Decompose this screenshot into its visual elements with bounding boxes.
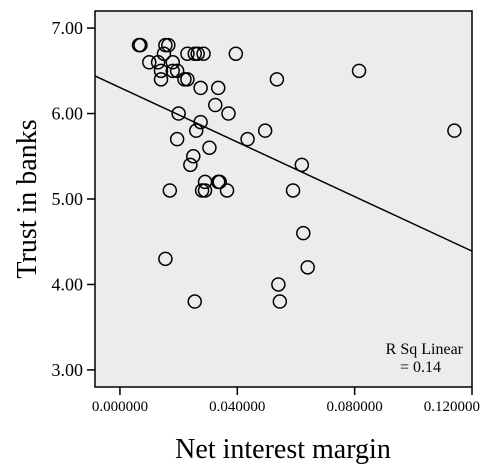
y-tick-label: 4.00	[52, 274, 84, 294]
data-point	[285, 183, 301, 198]
data-point	[165, 55, 180, 70]
data-point	[158, 251, 173, 267]
data-point	[196, 46, 211, 61]
data-point	[351, 63, 367, 79]
data-point	[188, 123, 204, 138]
data-point	[180, 72, 195, 87]
data-point	[300, 260, 315, 275]
data-point	[133, 37, 148, 53]
data-point	[153, 72, 169, 87]
data-point	[161, 37, 176, 53]
data-point	[153, 63, 169, 79]
data-point	[208, 97, 223, 113]
data-point	[190, 46, 205, 61]
x-axis: 0.000000 0.040000 0.080000 0.120000	[92, 387, 480, 415]
y-tick-label: 5.00	[52, 189, 84, 209]
data-point	[447, 123, 462, 138]
y-tick-label: 3.00	[52, 360, 84, 380]
data-point	[142, 55, 157, 70]
data-point	[221, 106, 236, 121]
r-squared-label: R Sq Linear	[386, 341, 464, 358]
data-point	[240, 131, 255, 147]
data-point	[219, 183, 235, 198]
y-axis: 3.00 4.00 5.00 6.00 7.00	[52, 18, 95, 380]
data-point	[169, 63, 185, 79]
x-tick-label: 0.000000	[92, 399, 148, 415]
x-tick-label: 0.040000	[209, 399, 265, 415]
y-axis-title: Trust in banks	[12, 119, 43, 278]
data-point	[269, 72, 285, 87]
data-point	[210, 80, 226, 96]
data-point	[197, 183, 213, 198]
data-point	[186, 149, 201, 164]
plot-area	[94, 10, 473, 388]
data-point	[187, 294, 203, 309]
fit-line	[94, 75, 473, 252]
x-axis-title: Net interest margin	[175, 434, 391, 465]
r-squared-value: = 0.14	[400, 359, 441, 376]
data-point	[180, 46, 195, 61]
data-point	[202, 140, 217, 155]
data-point	[150, 55, 166, 70]
data-point	[183, 157, 198, 173]
data-point	[296, 225, 311, 241]
data-point	[165, 63, 180, 79]
data-point	[257, 123, 273, 138]
data-point	[193, 80, 208, 96]
data-point	[169, 131, 185, 147]
y-tick-label: 7.00	[52, 18, 84, 38]
data-point	[272, 294, 288, 309]
x-tick-label: 0.120000	[424, 399, 480, 415]
y-tick-label: 6.00	[52, 104, 84, 124]
data-point	[212, 174, 227, 190]
data-points	[131, 37, 462, 309]
data-point	[271, 277, 286, 292]
x-tick-label: 0.080000	[327, 399, 383, 415]
data-point	[162, 183, 178, 198]
data-point	[294, 157, 310, 173]
data-point	[228, 46, 244, 61]
data-point	[193, 114, 208, 130]
data-point	[171, 106, 186, 121]
